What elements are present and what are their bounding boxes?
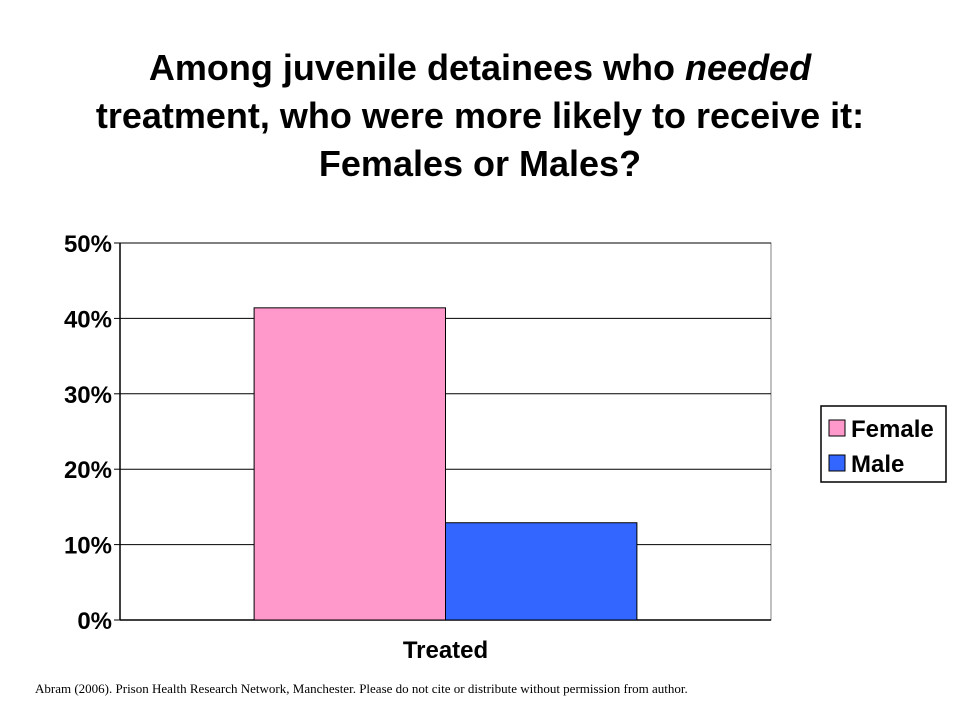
legend-label-female: Female (851, 416, 934, 443)
slide-title: Among juvenile detainees who needed treat… (20, 44, 940, 188)
bar-female (253, 307, 446, 621)
x-tick-label: Treated (403, 637, 488, 664)
legend-swatch-male (828, 454, 846, 472)
title-part-2: treatment, who were more likely to recei… (95, 95, 865, 184)
y-tick-label: 20% (64, 457, 112, 484)
y-tick-label: 50% (64, 231, 112, 258)
y-tick-label: 10% (64, 533, 112, 560)
legend-swatch-female (828, 419, 846, 437)
legend-label-male: Male (851, 451, 904, 478)
y-tick-label: 0% (77, 608, 112, 635)
y-tick-label: 30% (64, 382, 112, 409)
title-emphasis: needed (685, 47, 812, 88)
title-part-1: Among juvenile detainees who (148, 47, 686, 88)
y-tick-label: 40% (64, 306, 112, 333)
source-citation: Abram (2006). Prison Health Research Net… (35, 681, 688, 696)
bar-male (445, 522, 638, 621)
